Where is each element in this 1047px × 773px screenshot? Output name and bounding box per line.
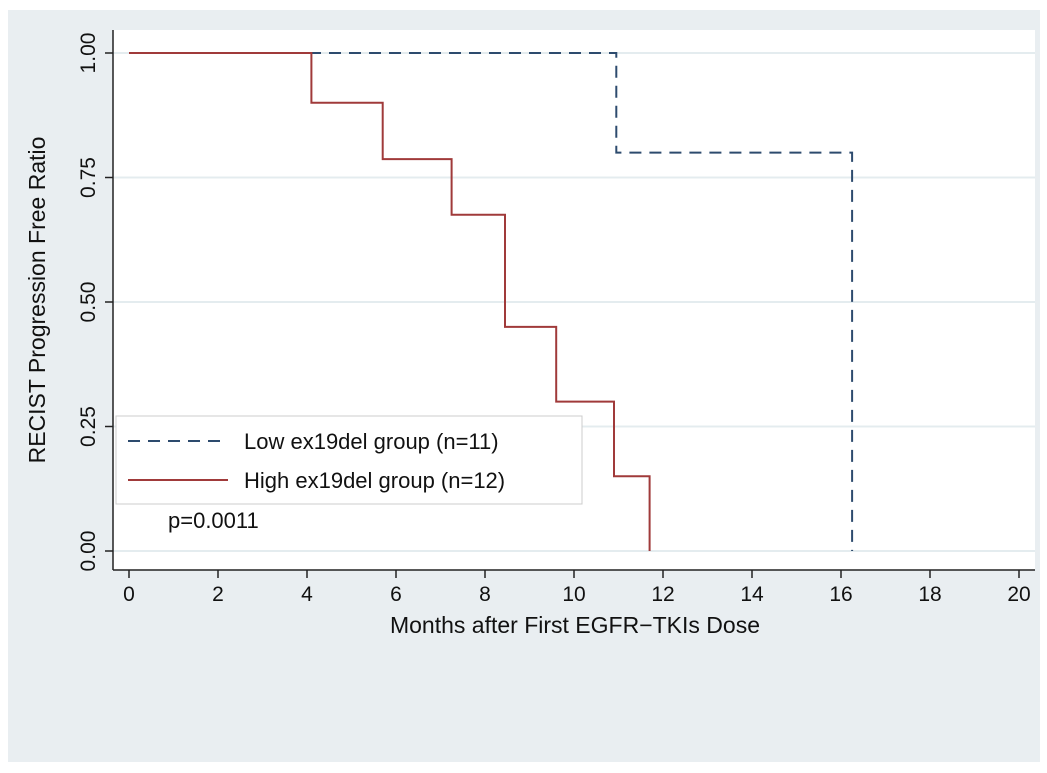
legend-box: [115, 415, 583, 505]
y-tick-label: 0.50: [77, 282, 100, 323]
legend-label-high: High ex19del group (n=12): [244, 468, 505, 493]
x-tick-label: 14: [740, 583, 764, 606]
series-line-low: [129, 52, 854, 551]
y-ticks: 0.00 0.25 0.50 0.75 1.00: [77, 33, 113, 572]
x-tick-label: 12: [651, 583, 674, 606]
legend-label-low: Low ex19del group (n=11): [244, 429, 499, 454]
x-ticks: 0 2 4 6 8 10 12 14 16 18 20: [123, 570, 1031, 606]
series-line-high: [129, 52, 651, 551]
x-tick-label: 4: [301, 583, 313, 606]
y-tick-label: 0.25: [77, 406, 100, 447]
x-tick-label: 16: [829, 583, 852, 606]
x-tick-label: 2: [212, 583, 224, 606]
y-tick-label: 0.75: [77, 157, 100, 198]
y-tick-label: 0.00: [77, 531, 100, 572]
y-axis-title: RECIST Progression Free Ratio: [24, 137, 50, 464]
p-value-annotation: p=0.0011: [168, 508, 259, 533]
y-tick-label: 1.00: [77, 33, 100, 74]
x-tick-label: 10: [562, 583, 585, 606]
x-tick-label: 0: [123, 583, 135, 606]
x-tick-label: 20: [1007, 583, 1030, 606]
x-tick-label: 18: [918, 583, 941, 606]
x-axis-title: Months after First EGFR−TKIs Dose: [390, 612, 760, 638]
series-layer: [129, 52, 854, 551]
legend: Low ex19del group (n=11) High ex19del gr…: [115, 415, 583, 533]
x-tick-label: 8: [479, 583, 491, 606]
x-tick-label: 6: [390, 583, 402, 606]
